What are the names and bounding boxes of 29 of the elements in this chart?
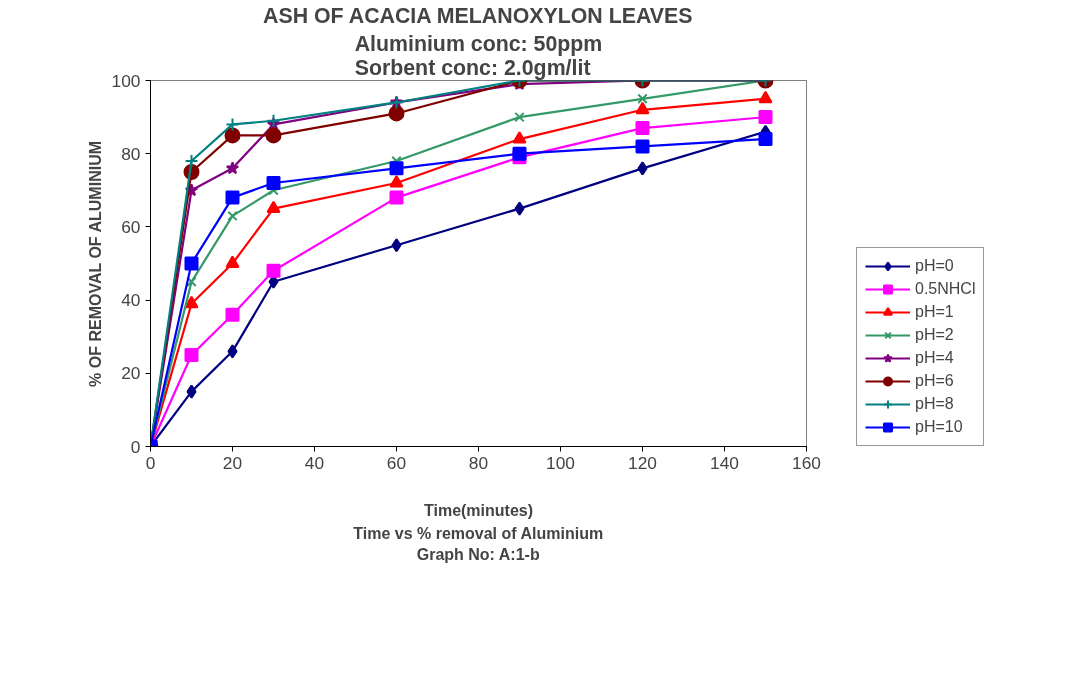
chart-subtitle: Aluminium conc: 50ppm Sorbent conc: 2.0gm/lit [354, 31, 603, 80]
x-tick-label: 160 [792, 452, 821, 473]
text: Time vs % removal of Aluminium [353, 524, 604, 542]
legend-label: 0.5NHCl [915, 280, 976, 298]
y-tick-label: 20 [121, 363, 141, 384]
y-tick-label: 100 [111, 70, 141, 91]
x-tick-label: 20 [222, 452, 243, 473]
x-axis-title: Time(minutes) [423, 501, 534, 519]
y-tick-label: 40 [121, 290, 141, 311]
x-tick-label: 40 [304, 452, 325, 473]
legend-label: pH=4 [915, 349, 954, 367]
legend-label: pH=8 [915, 395, 954, 413]
y-axis-title: % OF REMOVAL OF ALUMINIUM [86, 140, 104, 387]
chart-title: ASH OF ACACIA MELANOXYLON LEAVES [263, 3, 693, 28]
x-tick-label: 0 [145, 452, 156, 473]
text: Graph No: A:1-b [416, 545, 540, 563]
y-tick-label: 80 [121, 143, 141, 164]
x-tick-label: 140 [710, 452, 739, 473]
legend-label: pH=2 [915, 326, 954, 344]
legend-label: pH=10 [915, 418, 963, 436]
x-tick-label: 80 [468, 452, 489, 473]
legend-label: pH=0 [915, 257, 954, 275]
x-tick-label: 60 [386, 452, 407, 473]
legend-label: pH=1 [915, 303, 954, 321]
x-tick-label: 100 [546, 452, 575, 473]
y-tick-label: 60 [121, 216, 141, 237]
x-tick-label: 120 [628, 452, 657, 473]
legend-label: pH=6 [915, 372, 954, 390]
y-tick-label: 0 [130, 436, 141, 457]
